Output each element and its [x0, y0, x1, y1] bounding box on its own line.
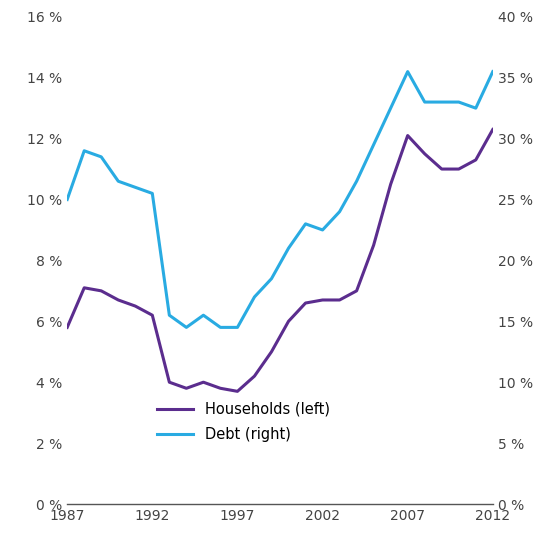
Households (left) — [302, 300, 309, 306]
Households (left) — [319, 297, 326, 304]
Legend: Households (left), Debt (right): Households (left), Debt (right) — [151, 396, 336, 448]
Debt (right) — [336, 208, 343, 215]
Debt (right) — [438, 99, 445, 105]
Debt (right) — [98, 153, 105, 160]
Households (left) — [489, 126, 496, 133]
Households (left) — [64, 324, 71, 331]
Debt (right) — [489, 68, 496, 75]
Households (left) — [370, 242, 377, 249]
Households (left) — [115, 297, 122, 304]
Debt (right) — [319, 227, 326, 234]
Debt (right) — [421, 99, 428, 105]
Debt (right) — [132, 184, 139, 190]
Debt (right) — [388, 105, 394, 111]
Households (left) — [251, 373, 258, 380]
Households (left) — [217, 385, 224, 391]
Debt (right) — [251, 293, 258, 300]
Debt (right) — [115, 178, 122, 185]
Households (left) — [421, 151, 428, 157]
Households (left) — [438, 166, 445, 172]
Line: Households (left): Households (left) — [67, 129, 493, 391]
Households (left) — [336, 297, 343, 304]
Debt (right) — [285, 245, 292, 251]
Households (left) — [200, 379, 207, 386]
Debt (right) — [404, 68, 411, 75]
Households (left) — [149, 312, 156, 319]
Debt (right) — [234, 324, 241, 331]
Households (left) — [183, 385, 190, 391]
Debt (right) — [370, 141, 377, 148]
Debt (right) — [166, 312, 172, 319]
Debt (right) — [268, 276, 275, 282]
Households (left) — [81, 284, 87, 291]
Debt (right) — [81, 147, 87, 154]
Debt (right) — [64, 196, 71, 203]
Debt (right) — [200, 312, 207, 319]
Households (left) — [98, 287, 105, 294]
Debt (right) — [473, 105, 479, 111]
Households (left) — [166, 379, 172, 386]
Line: Debt (right): Debt (right) — [67, 72, 493, 328]
Debt (right) — [149, 190, 156, 197]
Households (left) — [285, 318, 292, 325]
Households (left) — [473, 157, 479, 164]
Debt (right) — [353, 178, 360, 185]
Households (left) — [388, 181, 394, 188]
Households (left) — [132, 303, 139, 310]
Debt (right) — [217, 324, 224, 331]
Households (left) — [353, 287, 360, 294]
Debt (right) — [302, 221, 309, 227]
Debt (right) — [455, 99, 462, 105]
Households (left) — [404, 132, 411, 139]
Debt (right) — [183, 324, 190, 331]
Households (left) — [268, 348, 275, 355]
Households (left) — [455, 166, 462, 172]
Households (left) — [234, 388, 241, 395]
